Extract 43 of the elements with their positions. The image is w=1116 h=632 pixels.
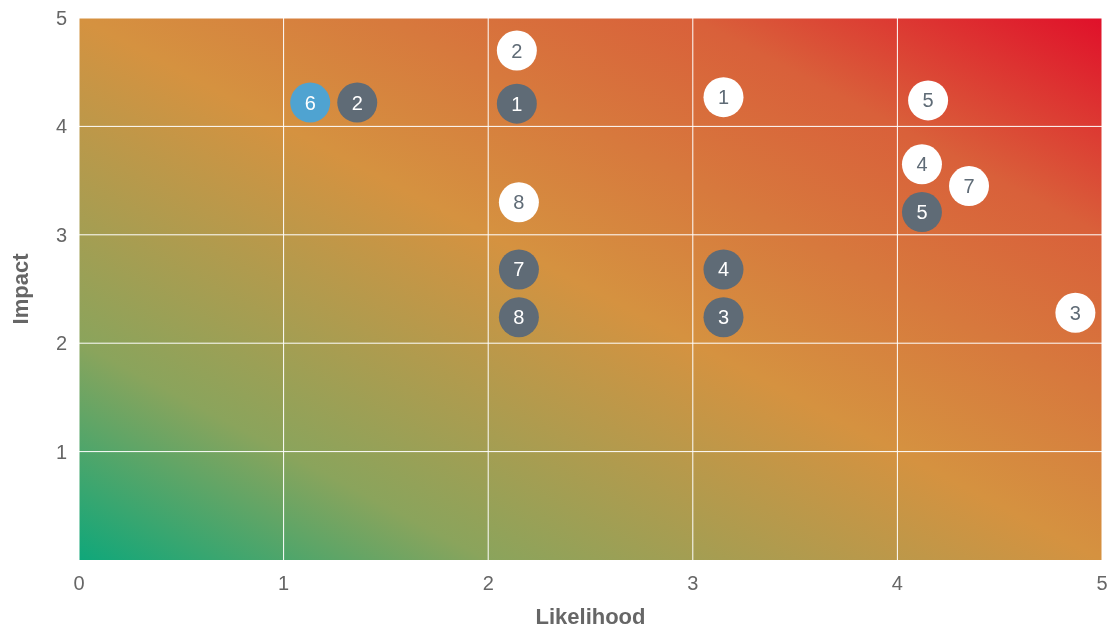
x-axis-title: Likelihood xyxy=(535,604,646,629)
point xyxy=(1055,292,1096,333)
annotation: 2 xyxy=(351,91,363,114)
annotation: 1 xyxy=(717,86,730,109)
x-tick-label: 4 xyxy=(891,572,903,594)
point xyxy=(949,166,990,207)
y-tick-label: 1 xyxy=(55,440,67,463)
point xyxy=(703,297,744,338)
y-tick-label: 2 xyxy=(55,332,67,355)
annotation: 4 xyxy=(717,258,730,281)
x-tick-label: 0 xyxy=(73,572,85,594)
point xyxy=(498,182,539,223)
x-tick-label: 1 xyxy=(278,572,290,594)
point xyxy=(498,297,539,338)
point xyxy=(337,82,378,123)
annotation: 4 xyxy=(916,153,928,176)
x-tick-label: 2 xyxy=(482,572,494,594)
annotation: 3 xyxy=(717,306,730,329)
point xyxy=(901,144,942,185)
x-tick-label: 5 xyxy=(1096,572,1108,594)
point xyxy=(496,30,537,71)
annotation: 6 xyxy=(304,91,316,114)
point xyxy=(703,249,744,290)
annotation: 8 xyxy=(513,306,525,329)
point xyxy=(290,82,331,123)
y-tick-label: 3 xyxy=(55,223,67,246)
annotation: 5 xyxy=(922,89,934,112)
annotation: 3 xyxy=(1069,301,1081,324)
point xyxy=(901,192,942,233)
annotation: 7 xyxy=(963,175,975,198)
annotation: 1 xyxy=(511,92,523,115)
point xyxy=(908,80,949,121)
y-tick-label: 4 xyxy=(55,115,67,138)
annotation: 2 xyxy=(511,39,523,62)
x-tick-label: 3 xyxy=(687,572,699,594)
point xyxy=(496,83,537,124)
y-tick-label: 5 xyxy=(55,7,67,29)
annotation: 8 xyxy=(513,191,525,214)
y-axis-title: Impact xyxy=(8,252,33,325)
point xyxy=(703,77,744,118)
annotation: 5 xyxy=(916,201,928,224)
annotation: 7 xyxy=(513,258,525,281)
point xyxy=(498,249,539,290)
